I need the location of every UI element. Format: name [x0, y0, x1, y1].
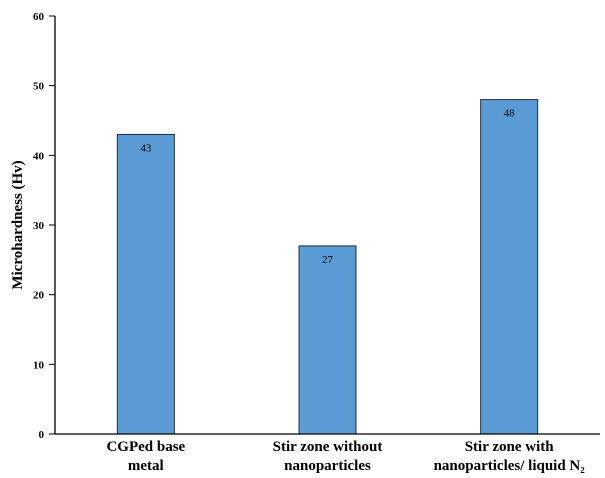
y-axis-title: Microhardness (Hv) — [10, 160, 26, 289]
bar — [298, 245, 357, 435]
axes — [54, 16, 600, 435]
y-tick-label: 50 — [33, 81, 45, 93]
bar-value-label: 48 — [504, 108, 516, 120]
bars — [116, 99, 539, 435]
y-tick-label: 10 — [33, 359, 45, 371]
y-tick-label: 20 — [33, 290, 45, 302]
category-label: CGPed base — [106, 439, 185, 455]
y-tick-label: 60 — [33, 11, 45, 23]
category-labels: CGPed base metal Stir zone without nanopart… — [106, 439, 585, 474]
y-tick-label: 30 — [33, 220, 45, 232]
y-axis-ticks: 0 10 20 30 40 50 60 — [33, 11, 55, 441]
category-label: metal — [128, 458, 164, 474]
y-tick-label: 0 — [39, 429, 45, 441]
category-label: Stir zone without — [273, 439, 383, 455]
category-label: Stir zone with — [465, 439, 555, 455]
bar-value-label: 27 — [322, 254, 334, 266]
category-label: nanoparticles/ liquid N₂ — [434, 458, 586, 474]
bar — [480, 99, 539, 435]
y-axis-title-group: Microhardness (Hv) — [10, 160, 26, 289]
bar-value-label: 43 — [140, 142, 152, 154]
bar — [116, 133, 175, 435]
data-labels: 43 27 48 — [140, 108, 515, 266]
y-tick-label: 40 — [33, 150, 45, 162]
category-label: nanoparticles — [284, 458, 371, 474]
